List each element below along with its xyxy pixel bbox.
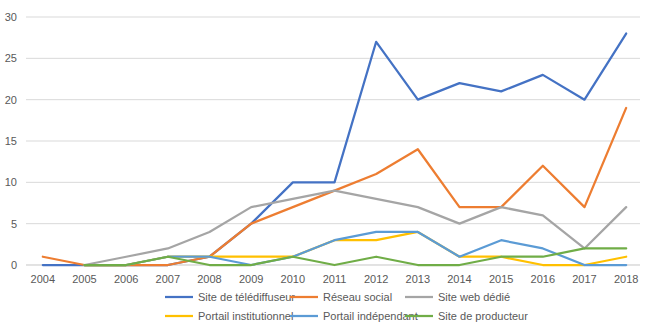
x-tick-label: 2015 — [489, 273, 513, 285]
series-line — [85, 191, 627, 265]
x-tick-label: 2016 — [531, 273, 555, 285]
x-tick-label: 2006 — [114, 273, 138, 285]
legend-label: Site web dédié — [438, 291, 510, 303]
x-tick-label: 2008 — [197, 273, 221, 285]
series-line — [85, 232, 627, 265]
grid-line — [26, 223, 640, 224]
legend-swatch — [405, 315, 433, 317]
y-tick-label: 0 — [11, 259, 17, 271]
chart-svg: 0 5 10 15 20 25 30 2004 2005 2006 2007 2008 2009 2010… — [0, 0, 646, 325]
plot-area — [43, 34, 626, 265]
legend-label: Site de télédiffuseur — [198, 291, 295, 303]
y-tick-label: 20 — [5, 94, 17, 106]
grid-line — [26, 17, 640, 18]
legend-swatch — [165, 315, 193, 317]
grid-line — [26, 58, 640, 59]
legend-swatch — [290, 296, 318, 298]
x-tick-label: 2014 — [447, 273, 471, 285]
legend-label: Site de producteur — [438, 310, 528, 322]
y-tick-label: 25 — [5, 52, 17, 64]
x-tick-label: 2009 — [239, 273, 263, 285]
x-tick-label: 2017 — [572, 273, 596, 285]
y-tick-label: 5 — [11, 218, 17, 230]
chart-container: 0 5 10 15 20 25 30 2004 2005 2006 2007 2008 2009 2010… — [0, 0, 646, 325]
grid-line — [26, 141, 640, 142]
x-tick-label: 2005 — [72, 273, 96, 285]
legend-swatch — [290, 315, 318, 317]
x-tick-label: 2018 — [614, 273, 638, 285]
y-tick-label: 15 — [5, 135, 17, 147]
y-tick-label: 10 — [5, 176, 17, 188]
x-tick-label: 2012 — [364, 273, 388, 285]
legend-label: Portail institutionnel — [198, 310, 293, 322]
legend-swatch — [405, 296, 433, 298]
series-line — [85, 248, 627, 265]
x-tick-label: 2010 — [281, 273, 305, 285]
x-tick-label: 2004 — [31, 273, 55, 285]
x-tick-label: 2011 — [323, 273, 347, 285]
legend-swatch — [165, 296, 193, 298]
series-line — [85, 232, 627, 265]
x-tick-label: 2007 — [156, 273, 180, 285]
y-tick-label: 30 — [5, 11, 17, 23]
legend-label: Réseau social — [323, 291, 392, 303]
series-line — [43, 34, 626, 265]
grid-line — [26, 99, 640, 100]
x-tick-label: 2013 — [406, 273, 430, 285]
series-line — [43, 108, 626, 265]
legend-label: Portail indépendant — [323, 310, 418, 322]
